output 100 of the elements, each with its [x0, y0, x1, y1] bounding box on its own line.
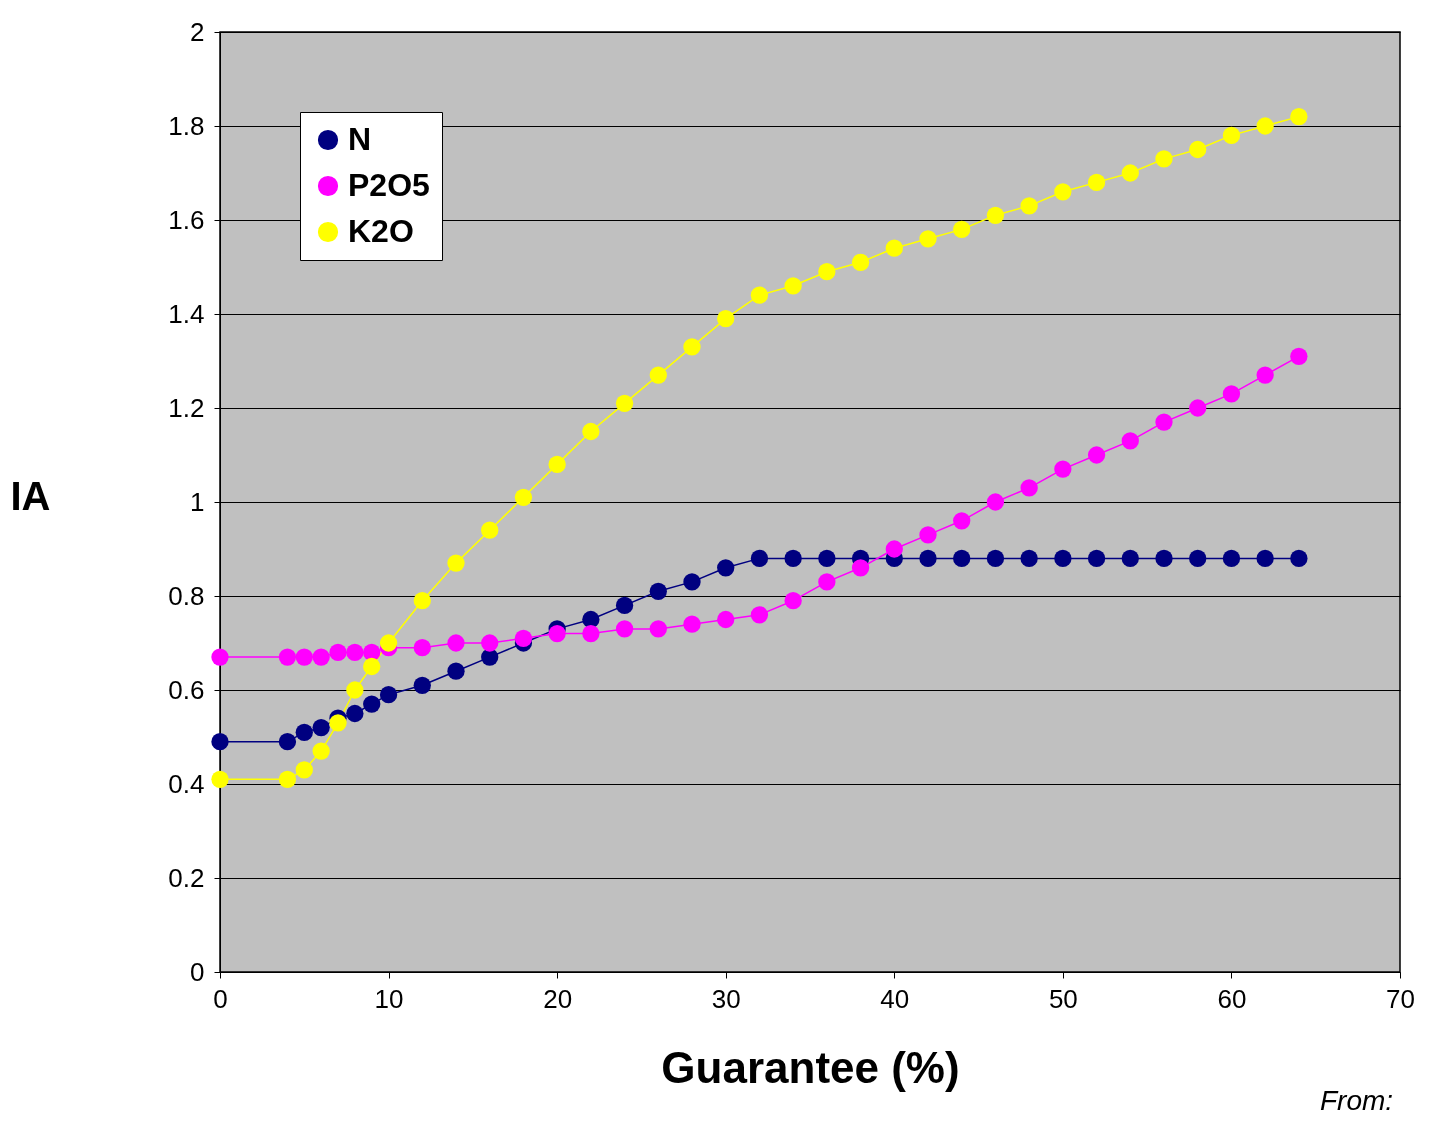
point — [615, 394, 634, 412]
point — [447, 554, 465, 572]
point — [548, 624, 566, 643]
point — [1155, 413, 1173, 431]
point — [514, 488, 533, 506]
point — [582, 422, 600, 441]
point — [1087, 173, 1106, 192]
point — [1020, 197, 1038, 215]
point — [1189, 399, 1207, 417]
point — [481, 521, 499, 539]
point — [278, 648, 297, 666]
y-tick-label: 1.4 — [168, 298, 205, 329]
point — [295, 761, 313, 779]
point — [278, 733, 297, 751]
point — [683, 338, 701, 356]
point — [1054, 460, 1072, 478]
point — [312, 718, 330, 737]
point — [363, 657, 381, 676]
point — [379, 634, 398, 652]
y-tick-label: 1 — [190, 486, 205, 517]
point — [447, 662, 465, 680]
point — [717, 559, 735, 577]
y-tick-label: 0.2 — [168, 862, 205, 893]
point — [1155, 549, 1173, 568]
point — [1189, 549, 1207, 568]
legend-label: P2O5 — [348, 167, 430, 203]
point — [953, 512, 971, 530]
point — [649, 620, 667, 638]
point — [953, 220, 971, 239]
point — [548, 455, 566, 474]
point — [986, 493, 1005, 511]
x-tick-label: 60 — [1217, 983, 1247, 1014]
point — [211, 770, 229, 788]
point — [278, 770, 297, 788]
point — [1290, 107, 1308, 126]
point — [329, 643, 347, 662]
y-axis-title: IA — [10, 473, 51, 518]
point — [885, 540, 903, 558]
legend-label: K2O — [348, 213, 414, 249]
point — [919, 526, 937, 544]
point — [1155, 150, 1173, 168]
point — [717, 310, 735, 328]
point — [379, 686, 398, 704]
point — [717, 610, 735, 629]
text: From: — [1320, 1085, 1394, 1116]
point — [615, 596, 634, 615]
point — [346, 643, 364, 662]
point — [784, 277, 802, 295]
x-axis-title: Guarantee (%) — [661, 1042, 960, 1092]
point — [953, 549, 971, 568]
point — [514, 629, 533, 647]
point — [851, 253, 870, 271]
point — [885, 239, 903, 257]
x-tick-label: 70 — [1386, 983, 1415, 1014]
point — [363, 695, 381, 713]
point — [615, 620, 634, 638]
point — [1256, 117, 1274, 135]
point — [413, 639, 431, 657]
point — [649, 582, 667, 600]
point — [1222, 126, 1241, 145]
point — [784, 592, 802, 610]
point — [1222, 549, 1241, 568]
point — [1020, 549, 1038, 568]
point — [413, 676, 431, 694]
point — [1054, 183, 1072, 201]
point — [1054, 549, 1072, 568]
point — [683, 615, 701, 633]
point — [1121, 549, 1139, 568]
point — [582, 624, 600, 643]
point — [1189, 140, 1207, 159]
x-tick-label: 30 — [711, 983, 741, 1014]
point — [683, 573, 701, 591]
y-tick-label: 1.6 — [168, 204, 205, 235]
point — [750, 549, 769, 568]
y-tick-label: 0 — [190, 956, 205, 987]
point — [649, 366, 667, 384]
y-tick-label: 0.4 — [168, 768, 205, 799]
point — [295, 648, 313, 666]
legend-label: N — [348, 121, 372, 157]
point — [211, 733, 229, 751]
point — [750, 286, 769, 304]
point — [919, 230, 937, 248]
point — [1290, 549, 1308, 568]
point — [1256, 549, 1274, 568]
x-tick-label: 40 — [880, 983, 910, 1014]
y-tick-label: 0.8 — [168, 580, 205, 611]
point — [919, 549, 937, 568]
point — [312, 742, 330, 760]
point — [851, 559, 870, 577]
point — [818, 263, 836, 281]
point — [211, 648, 229, 666]
x-tick-label: 20 — [543, 983, 573, 1014]
point — [750, 606, 769, 624]
y-tick-label: 1.8 — [168, 110, 205, 141]
y-tick-label: 1.2 — [168, 392, 205, 423]
point — [312, 648, 330, 666]
point — [295, 723, 313, 741]
y-tick-label: 0.6 — [168, 674, 205, 705]
x-tick-label: 0 — [213, 983, 228, 1014]
point — [346, 681, 364, 699]
